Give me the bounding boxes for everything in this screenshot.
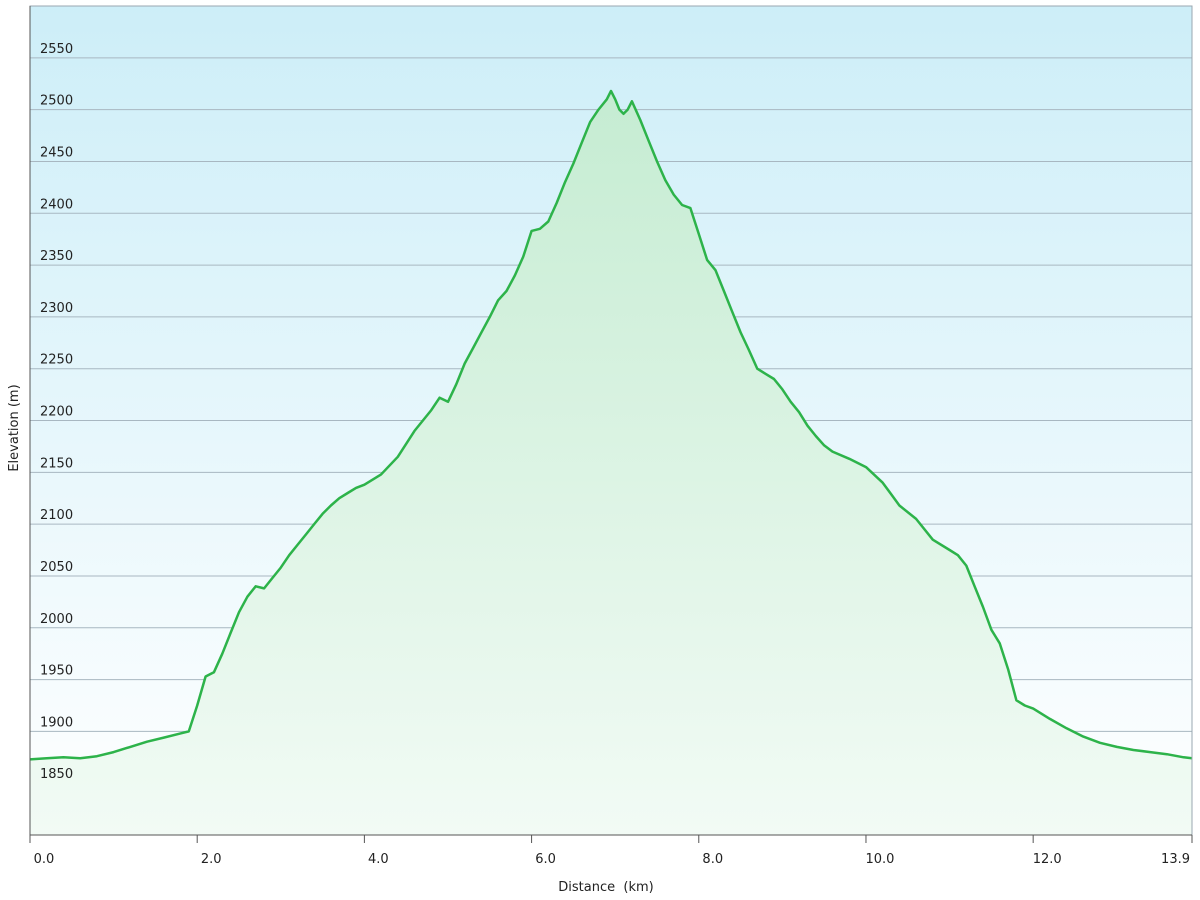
y-tick-label: 1850 (40, 767, 73, 782)
y-tick-label: 1950 (40, 664, 73, 679)
y-tick-label: 2100 (40, 508, 73, 523)
y-tick-label: 2200 (40, 405, 73, 420)
elevation-line (29, 89, 1193, 761)
x-tick-label: 4.0 (368, 852, 389, 867)
y-tick-label: 2500 (40, 94, 73, 109)
x-tick-labels: 0.0 2.0 4.0 6.0 8.0 10.0 12.0 13.9 (29, 835, 1193, 867)
y-tick-label: 2050 (40, 560, 73, 575)
y-tick-label: 2550 (40, 42, 73, 57)
x-axis-label: Distance (km) (558, 880, 653, 895)
y-tick-label: 1900 (40, 715, 73, 730)
y-tick-label: 2150 (40, 456, 73, 471)
y-tick-label: 2400 (40, 197, 73, 212)
x-tick-label: 13.9 (1161, 852, 1190, 867)
x-tick-label: 0.0 (34, 852, 55, 867)
elevation-area (30, 91, 1192, 835)
x-tick-label: 10.0 (865, 852, 894, 867)
y-tick-labels: 1850 1900 1950 2000 2050 2100 2150 2200 2250 2300… (40, 42, 73, 782)
y-axis-label: Elevation (m) (7, 384, 22, 471)
x-tick-label: 12.0 (1033, 852, 1062, 867)
y-tick-label: 2250 (40, 353, 73, 368)
x-tick-label: 8.0 (702, 852, 723, 867)
y-tick-label: 2450 (40, 145, 73, 160)
y-tick-label: 2350 (40, 249, 73, 264)
y-tick-label: 2300 (40, 301, 73, 316)
x-tick-label: 2.0 (201, 852, 222, 867)
y-tick-label: 2000 (40, 612, 73, 627)
x-tick-label: 6.0 (535, 852, 556, 867)
